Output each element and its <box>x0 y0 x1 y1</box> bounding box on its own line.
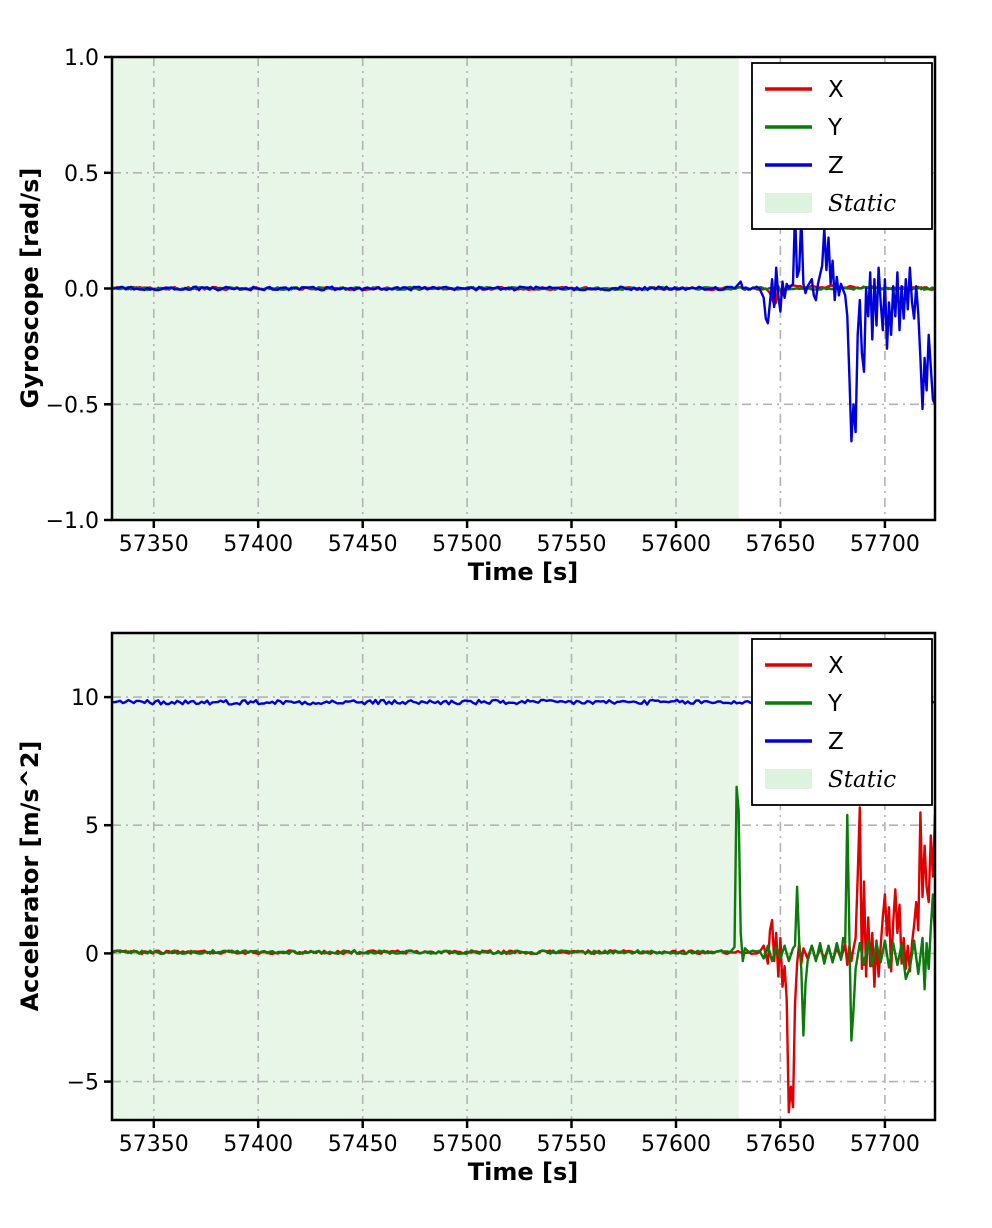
x-tick-label: 57450 <box>328 532 398 557</box>
legend: XYZ Static <box>751 62 933 230</box>
x-tick-label: 57350 <box>119 532 189 557</box>
y-tick-label: −5 <box>67 1071 99 1096</box>
y-tick-label: 0 <box>85 942 99 967</box>
series-Z-line <box>112 210 935 443</box>
grid <box>112 633 935 1120</box>
legend-label-Static: Static <box>828 191 896 217</box>
x-tick-label: 57500 <box>432 1132 502 1157</box>
x-tick-label: 57700 <box>850 1132 920 1157</box>
y-tick-label: 5 <box>85 814 99 839</box>
x-tick-label: 57600 <box>641 1132 711 1157</box>
x-tick-label: 57400 <box>223 1132 293 1157</box>
x-tick-label: 57450 <box>328 1132 398 1157</box>
gyroscope-y-axis-label: Gyroscope [rad/s] <box>16 168 44 409</box>
x-tick-label: 57650 <box>745 1132 815 1157</box>
accelerator-y-axis-label: Accelerator [m/s^2] <box>16 741 44 1012</box>
plot-border <box>110 631 937 1122</box>
gyroscope-x-axis-label: Time [s] <box>468 558 578 586</box>
accelerator-x-axis-label: Time [s] <box>468 1158 578 1186</box>
legend-swatch-Static <box>765 193 812 213</box>
x-tick-label: 57700 <box>850 532 920 557</box>
series-Y-line <box>112 785 935 1042</box>
legend-label-X: X <box>828 77 844 103</box>
x-tick-label: 57550 <box>537 532 607 557</box>
series-group <box>112 210 935 443</box>
y-tick-label: 1.0 <box>64 46 99 71</box>
legend-label-Y: Y <box>827 115 843 141</box>
legend-label-Z: Z <box>828 729 844 755</box>
x-tick-label: 57650 <box>745 532 815 557</box>
y-tick-label: −0.5 <box>46 393 99 418</box>
legend-label-X: X <box>828 653 844 679</box>
legend: XYZ Static <box>751 638 933 806</box>
legend-label-Y: Y <box>827 691 843 717</box>
axis-ticks: 57350 57400 57450 57500 57550 57600 57650 57700… <box>46 46 920 557</box>
gyroscope-chart: 57350 57400 57450 57500 57550 57600 57650 57700… <box>16 46 937 586</box>
static-region <box>112 633 739 1120</box>
accelerator-chart: 57350 57400 57450 57500 57550 57600 57650 57700… <box>16 631 937 1186</box>
x-tick-label: 57350 <box>119 1132 189 1157</box>
x-tick-label: 57550 <box>537 1132 607 1157</box>
x-tick-label: 57500 <box>432 532 502 557</box>
x-tick-label: 57400 <box>223 532 293 557</box>
x-tick-label: 57600 <box>641 532 711 557</box>
y-tick-label: 0.5 <box>64 162 99 187</box>
legend-label-Static: Static <box>828 767 896 793</box>
legend-label-Z: Z <box>828 153 844 179</box>
y-tick-label: 0.0 <box>64 278 99 303</box>
y-tick-label: 10 <box>71 686 99 711</box>
y-tick-label: −1.0 <box>46 509 99 534</box>
legend-swatch-Static <box>765 769 812 789</box>
axis-ticks: 57350 57400 57450 57500 57550 57600 57650 57700… <box>67 686 920 1157</box>
